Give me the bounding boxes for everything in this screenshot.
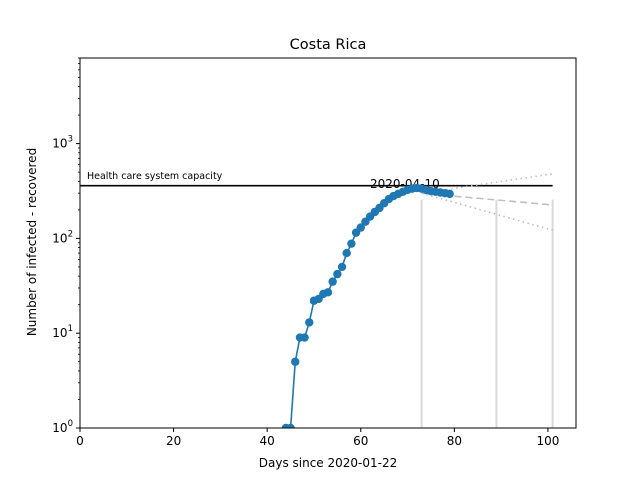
data-point	[305, 318, 314, 327]
x-tick-label: 40	[260, 434, 275, 448]
x-tick-label: 80	[447, 434, 462, 448]
x-tick-label: 20	[166, 434, 181, 448]
plot-area	[80, 173, 554, 428]
data-point	[333, 269, 342, 279]
data-point	[300, 333, 309, 342]
y-tick-label: 103	[52, 135, 73, 151]
y-axis-label: Number of infected - recovered	[25, 148, 39, 336]
axes-frame	[79, 57, 577, 429]
projection-line	[421, 173, 553, 194]
data-point	[286, 423, 295, 428]
y-tick-label: 102	[52, 229, 73, 245]
projection-line	[421, 192, 553, 231]
data-point	[291, 357, 300, 366]
data-point	[323, 288, 333, 297]
data-point	[445, 189, 454, 199]
x-tick-label: 60	[353, 434, 368, 448]
data-point	[342, 248, 351, 258]
x-tick-label: 0	[76, 434, 84, 448]
capacity-label: Health care system capacity	[87, 171, 223, 182]
chart-title: Costa Rica	[290, 37, 367, 53]
x-tick-label: 100	[536, 434, 559, 448]
data-point	[328, 277, 337, 286]
x-axis-label: Days since 2020-01-22	[259, 456, 398, 470]
y-tick-label: 100	[52, 419, 73, 435]
data-point	[347, 239, 356, 248]
y-tick-label: 101	[52, 324, 73, 340]
data-point	[356, 223, 365, 232]
data-point	[337, 262, 347, 272]
